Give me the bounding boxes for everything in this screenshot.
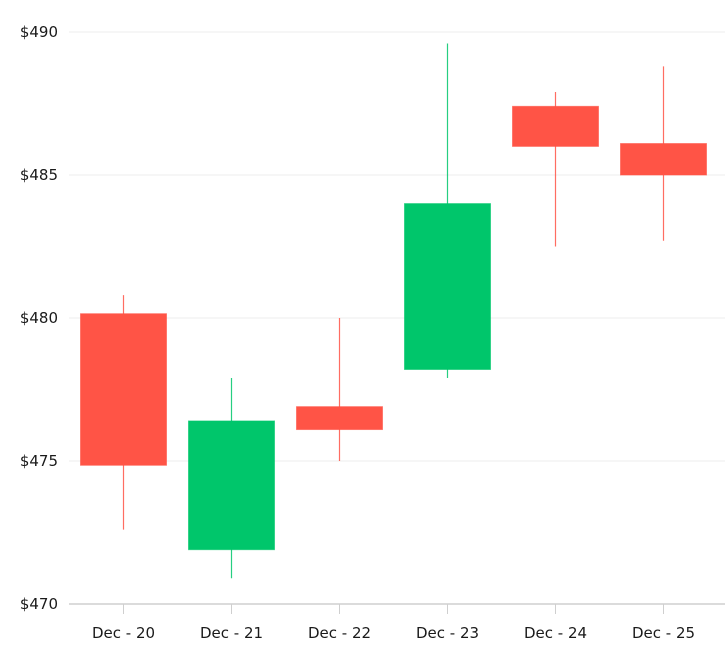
y-tick-label: $475 — [20, 452, 58, 470]
y-tick-label: $470 — [20, 595, 58, 613]
x-tick-label: Dec - 21 — [200, 624, 263, 642]
candle-body — [620, 143, 707, 176]
x-tick-label: Dec - 22 — [308, 624, 371, 642]
x-axis: Dec - 20 Dec - 21 Dec - 22 Dec - 23 Dec - 24… — [69, 603, 725, 642]
gridlines — [69, 31, 725, 462]
candle-dec-25 — [620, 66, 707, 241]
candle-dec-20 — [80, 295, 167, 530]
candle-body — [404, 203, 491, 370]
y-tick-label: $490 — [20, 23, 58, 41]
candle-dec-22 — [296, 318, 383, 461]
candle-body — [80, 313, 167, 466]
y-axis: $470 $475 $480 $485 $490 — [20, 23, 58, 613]
candle-dec-23 — [404, 43, 491, 379]
candle-body — [188, 420, 275, 551]
candle-dec-21 — [188, 378, 275, 579]
candles — [80, 43, 707, 579]
candle-body — [512, 105, 599, 147]
y-tick-label: $485 — [20, 166, 58, 184]
candle-body — [296, 406, 383, 431]
x-tick-label: Dec - 24 — [524, 624, 587, 642]
y-tick-label: $480 — [20, 309, 58, 327]
x-tick-label: Dec - 23 — [416, 624, 479, 642]
x-tick-label: Dec - 20 — [92, 624, 155, 642]
candle-dec-24 — [512, 92, 599, 247]
x-tick-label: Dec - 25 — [632, 624, 695, 642]
